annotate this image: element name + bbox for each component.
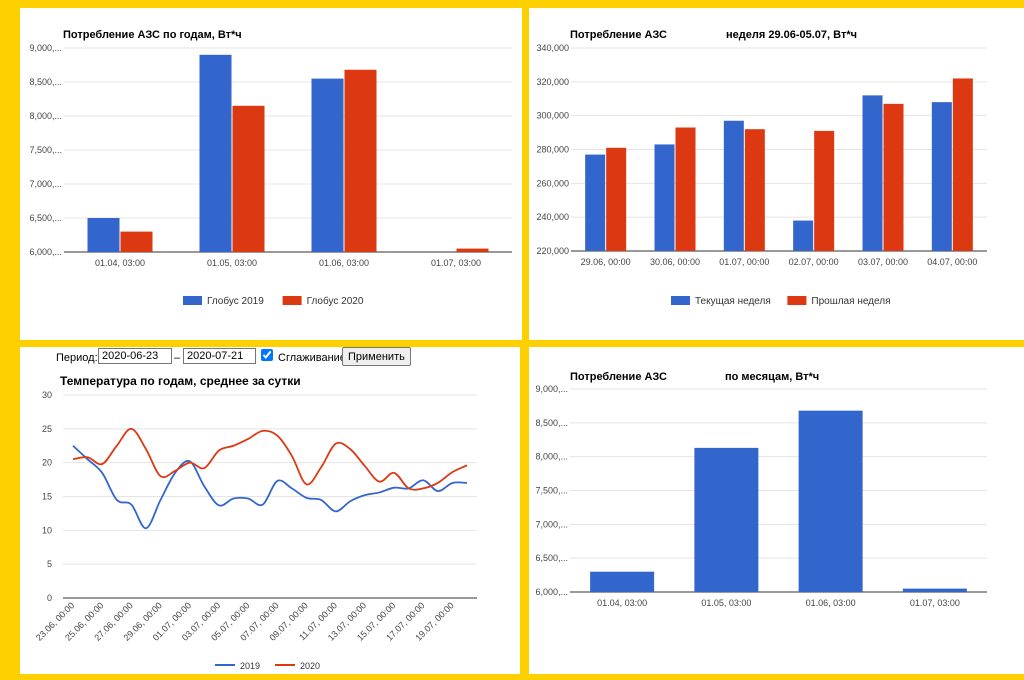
bar (952, 78, 973, 251)
bar (456, 248, 489, 252)
bar (311, 78, 344, 252)
y-tick-label: 30 (42, 390, 52, 400)
x-tick-label: 01.05, 03:00 (701, 598, 751, 608)
y-tick-label: 7,000,... (535, 519, 568, 529)
bar (744, 129, 765, 251)
y-tick-label: 0 (47, 593, 52, 603)
bar (862, 95, 883, 251)
period-label: Период: (56, 352, 98, 364)
x-tick-label: 01.04, 03:00 (95, 258, 145, 268)
chart-title: Потребление АЗС по годам, Вт*ч (63, 29, 242, 41)
x-tick-label: 29.06, 00:00 (581, 257, 631, 267)
y-tick-label: 7,500,... (29, 145, 62, 155)
bar (344, 69, 377, 252)
smoothing-label: Сглаживание (278, 352, 346, 364)
chart-subtitle: по месяцам, Вт*ч (725, 371, 819, 383)
bar (798, 410, 863, 592)
chart-subtitle: неделя 29.06-05.07, Вт*ч (726, 29, 857, 41)
legend-swatch (183, 296, 202, 305)
y-tick-label: 7,000,... (29, 179, 62, 189)
legend-label: Глобус 2019 (207, 295, 264, 307)
y-tick-label: 300,000 (536, 111, 569, 121)
y-tick-label: 6,000,... (29, 247, 62, 257)
y-tick-label: 6,500,... (535, 553, 568, 563)
x-tick-label: 01.06, 03:00 (319, 258, 369, 268)
bar (723, 120, 744, 251)
x-tick-label: 01.07, 03:00 (431, 258, 481, 268)
legend-label: Текущая неделя (695, 296, 771, 307)
series-line-2019 (72, 445, 468, 530)
y-tick-label: 8,500,... (29, 77, 62, 87)
weekly-consumption-chart: Потребление АЗС неделя 29.06-05.07, Вт*ч 3… (536, 29, 987, 307)
legend-swatch (787, 296, 807, 305)
x-tick-label: 04.07, 00:00 (927, 257, 977, 267)
y-tick-label: 280,000 (536, 145, 569, 155)
yearly-consumption-panel: Потребление АЗС по годам, Вт*ч 9,000,... 8… (20, 8, 522, 340)
y-tick-label: 9,000,... (535, 384, 568, 394)
y-tick-label: 260,000 (536, 178, 569, 188)
apply-button[interactable]: Применить (342, 347, 411, 366)
series-line-2020 (72, 427, 468, 491)
bar (931, 102, 952, 251)
y-tick-label: 340,000 (536, 43, 569, 53)
x-tick-label: 03.07, 00:00 (858, 257, 908, 267)
x-tick-label: 01.06, 03:00 (806, 598, 856, 608)
x-tick-label: 02.07, 00:00 (789, 257, 839, 267)
legend-label: 2020 (300, 661, 320, 671)
weekly-consumption-panel: Потребление АЗС неделя 29.06-05.07, Вт*ч 3… (529, 8, 1024, 340)
bar (590, 571, 655, 592)
x-tick-label: 01.07, 03:00 (910, 598, 960, 608)
x-tick-label: 30.06, 00:00 (650, 257, 700, 267)
bar (675, 127, 696, 251)
y-tick-label: 7,500,... (535, 486, 568, 496)
y-tick-label: 240,000 (536, 212, 569, 222)
bar (87, 218, 120, 252)
bar (606, 147, 627, 251)
x-tick-label: 01.05, 03:00 (207, 258, 257, 268)
x-tick-label: 01.04, 03:00 (597, 598, 647, 608)
bar (232, 105, 265, 252)
bar (694, 447, 759, 592)
bar (902, 588, 967, 592)
y-tick-label: 6,000,... (535, 587, 568, 597)
legend-swatch (671, 296, 690, 305)
bar (120, 231, 153, 252)
y-tick-label: 9,000,... (29, 43, 62, 53)
legend-label: 2019 (240, 661, 260, 671)
smoothing-checkbox[interactable] (261, 349, 273, 361)
period-controls: Период: – Сглаживание Применить (20, 347, 520, 369)
y-tick-label: 15 (42, 492, 52, 502)
y-tick-label: 8,000,... (29, 111, 62, 121)
chart-title: Температура по годам, среднее за сутки (60, 374, 301, 388)
y-tick-label: 6,500,... (29, 213, 62, 223)
temperature-panel: Период: – Сглаживание Применить Температ… (20, 347, 520, 674)
bar (814, 130, 835, 251)
y-tick-label: 5 (47, 559, 52, 569)
y-tick-label: 10 (42, 525, 52, 535)
y-tick-label: 25 (42, 424, 52, 434)
y-tick-label: 20 (42, 458, 52, 468)
monthly-consumption-chart: Потребление АЗС по месяцам, Вт*ч 9,000,...… (535, 371, 987, 608)
yearly-consumption-chart: Потребление АЗС по годам, Вт*ч9,000,... 8… (29, 29, 512, 307)
x-tick-label: 01.07, 00:00 (719, 257, 769, 267)
bar (654, 144, 675, 251)
chart-title: Потребление АЗС (570, 371, 667, 383)
bar (883, 103, 904, 251)
y-tick-label: 8,500,... (535, 418, 568, 428)
date-to-input[interactable] (183, 348, 256, 364)
legend-label: Глобус 2020 (307, 295, 364, 307)
legend-swatch (282, 296, 302, 305)
temperature-chart: Температура по годам, среднее за сутки 30… (34, 374, 477, 671)
chart-title: Потребление АЗС (570, 29, 667, 41)
date-dash: – (174, 352, 181, 364)
date-from-input[interactable] (98, 348, 172, 364)
y-tick-label: 320,000 (536, 77, 569, 87)
bar (793, 220, 814, 251)
y-tick-label: 220,000 (536, 246, 569, 256)
monthly-consumption-panel: Потребление АЗС по месяцам, Вт*ч 9,000,...… (529, 347, 1024, 674)
bar (199, 54, 232, 252)
legend-label: Прошлая неделя (811, 296, 890, 307)
y-tick-label: 8,000,... (535, 452, 568, 462)
bar (585, 154, 606, 251)
